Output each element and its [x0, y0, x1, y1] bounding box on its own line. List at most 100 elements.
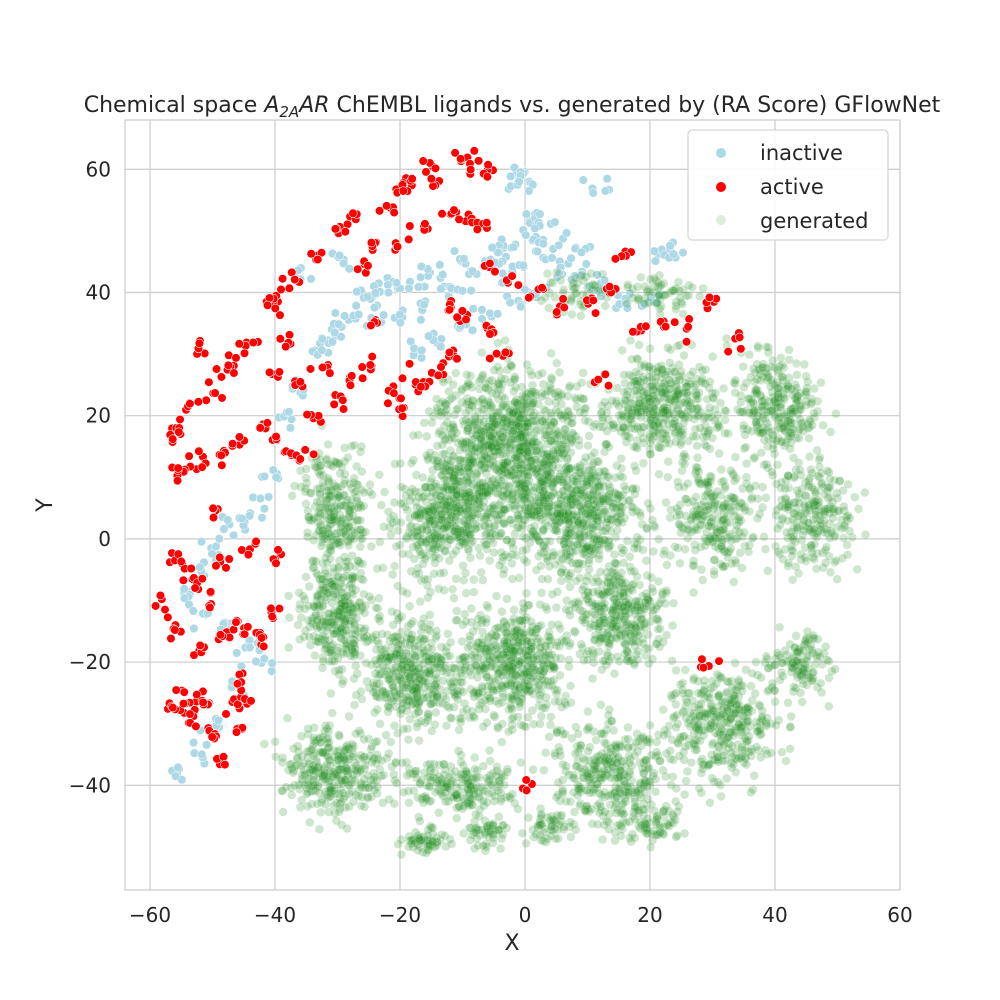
generated-point: [809, 554, 819, 564]
generated-point: [507, 488, 517, 498]
generated-point: [445, 395, 455, 405]
generated-point: [500, 458, 510, 468]
inactive-point: [581, 259, 591, 269]
generated-point: [524, 503, 534, 513]
inactive-point: [417, 345, 427, 355]
generated-point: [442, 399, 452, 409]
generated-point: [542, 459, 552, 469]
generated-point: [753, 341, 763, 351]
generated-point: [817, 482, 827, 492]
generated-point: [420, 554, 430, 564]
generated-point: [618, 423, 628, 433]
generated-point: [473, 407, 483, 417]
inactive-point: [416, 272, 426, 282]
generated-point: [510, 453, 520, 463]
inactive-point: [195, 562, 205, 572]
generated-point: [761, 493, 771, 503]
inactive-point: [436, 334, 446, 344]
inactive-point: [330, 308, 340, 318]
generated-point: [531, 458, 541, 468]
generated-point: [474, 377, 484, 387]
generated-point: [538, 379, 548, 389]
generated-point: [546, 492, 556, 502]
inactive-point: [317, 334, 327, 344]
generated-point: [438, 397, 448, 407]
inactive-point: [505, 297, 515, 308]
generated-point: [394, 672, 404, 682]
generated-point: [442, 417, 452, 427]
generated-point: [519, 441, 529, 451]
generated-point: [469, 587, 479, 597]
generated-point: [816, 378, 826, 388]
generated-point: [449, 526, 459, 536]
generated-point: [445, 713, 455, 723]
generated-point: [734, 527, 744, 537]
generated-point: [504, 503, 514, 513]
generated-point: [483, 385, 493, 395]
generated-point: [438, 486, 448, 496]
generated-point: [506, 438, 516, 448]
generated-point: [584, 591, 594, 601]
generated-point: [532, 496, 542, 506]
generated-point: [702, 432, 712, 442]
generated-point: [645, 409, 655, 419]
generated-point: [461, 588, 471, 598]
generated-point: [726, 544, 736, 554]
generated-point: [405, 601, 415, 611]
generated-point: [375, 653, 385, 663]
generated-point: [773, 547, 783, 557]
generated-point: [525, 456, 535, 466]
generated-point: [536, 561, 546, 571]
generated-point: [656, 443, 666, 453]
generated-point: [462, 436, 472, 446]
generated-point: [498, 464, 508, 474]
generated-point: [615, 591, 625, 601]
generated-point: [517, 460, 527, 470]
generated-point: [641, 556, 651, 566]
generated-point: [668, 621, 678, 631]
generated-point: [496, 384, 506, 394]
generated-point: [551, 603, 561, 613]
chart-title-symbol-suffix: AR: [297, 93, 329, 118]
generated-point: [497, 670, 507, 680]
generated-point: [737, 407, 747, 417]
generated-point: [403, 735, 413, 745]
generated-point: [564, 641, 574, 651]
generated-point: [508, 413, 518, 423]
generated-point: [757, 503, 767, 513]
generated-point: [431, 707, 441, 717]
inactive-point: [351, 301, 361, 311]
chart-title-subscript: 2A: [279, 103, 299, 121]
generated-point: [492, 425, 502, 435]
generated-point: [471, 661, 481, 671]
generated-point: [554, 696, 564, 706]
generated-point: [634, 622, 644, 632]
generated-point: [612, 652, 622, 662]
generated-point: [427, 726, 437, 736]
generated-point: [478, 575, 488, 585]
generated-point: [449, 494, 459, 504]
generated-point: [454, 462, 464, 472]
inactive-point: [189, 748, 199, 758]
inactive-point: [514, 177, 524, 187]
generated-point: [544, 502, 554, 512]
generated-point: [515, 413, 525, 423]
generated-point: [456, 470, 466, 480]
inactive-point: [416, 261, 426, 272]
generated-point: [412, 510, 422, 520]
generated-point: [460, 537, 470, 547]
generated-point: [517, 677, 527, 687]
generated-point: [804, 518, 814, 528]
generated-point: [446, 456, 456, 466]
generated-point: [776, 353, 786, 363]
generated-point: [405, 495, 415, 505]
generated-point: [480, 451, 490, 461]
generated-point: [642, 523, 652, 533]
generated-point: [584, 555, 594, 565]
generated-point: [521, 722, 531, 732]
generated-point: [516, 523, 526, 533]
generated-point: [444, 507, 454, 517]
generated-point: [524, 667, 534, 677]
generated-point: [500, 504, 510, 514]
generated-point: [812, 445, 822, 455]
